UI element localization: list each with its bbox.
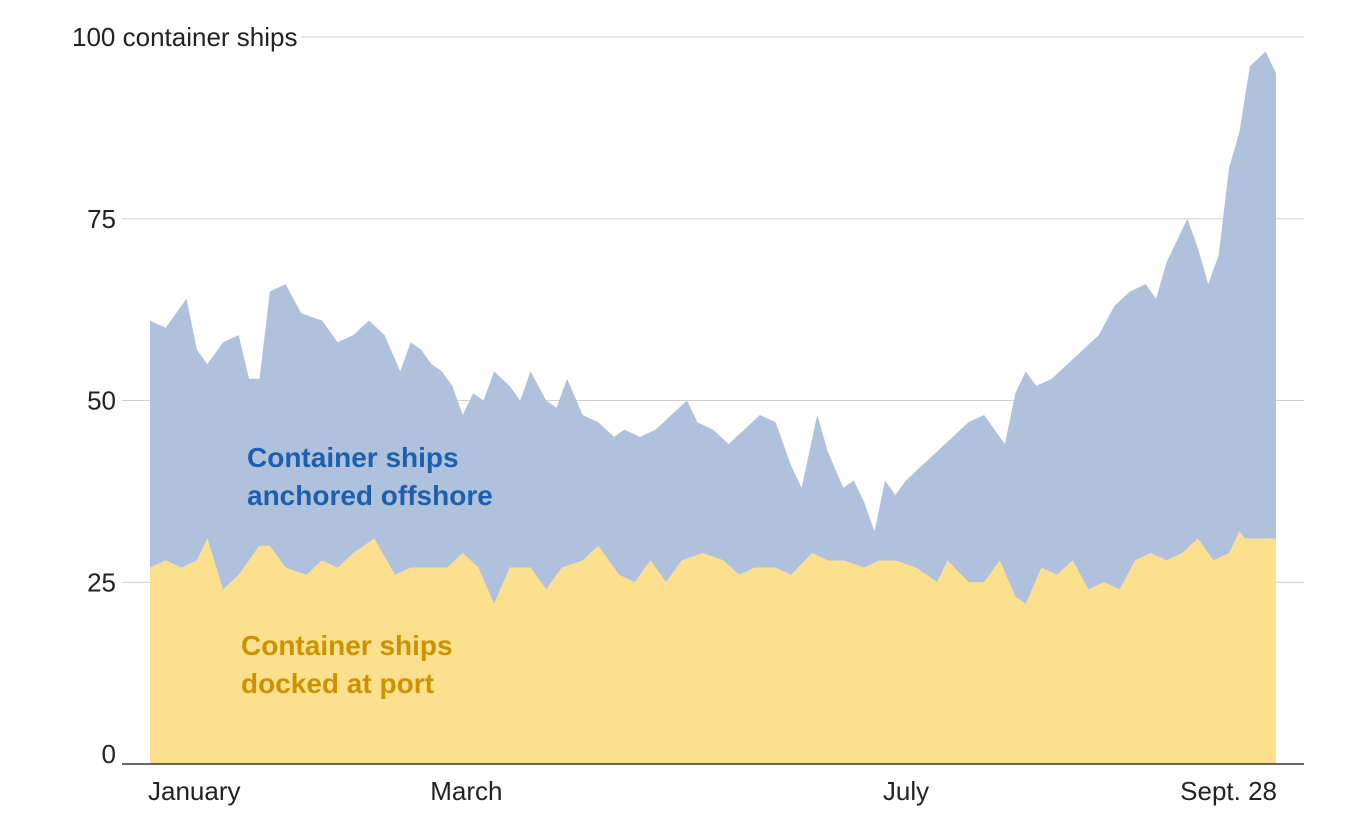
y-tick-label: 100 container ships [72, 22, 297, 52]
series-label-line: anchored offshore [247, 480, 493, 511]
y-tick-label: 25 [87, 567, 116, 597]
area-docked-at-port [150, 531, 1276, 764]
series-label-line: Container ships [247, 442, 459, 473]
x-tick-label: Sept. 28 [1180, 776, 1277, 806]
area-anchored-offshore [150, 51, 1276, 605]
area-series-group [150, 51, 1276, 764]
y-tick-label-backing [68, 20, 302, 54]
y-tick-label: 0 [102, 739, 116, 769]
series-label-line: Container ships [241, 630, 453, 661]
label-docked-at-port: Container ships docked at port [241, 630, 453, 699]
label-anchored-offshore: Container ships anchored offshore [247, 442, 493, 511]
series-label-line: docked at port [241, 668, 434, 699]
axes: 0 25 50 75 100 container ships January March Ju… [68, 20, 1304, 806]
x-tick-label: March [430, 776, 502, 806]
x-tick-label: January [148, 776, 241, 806]
y-tick-label: 50 [87, 386, 116, 416]
x-tick-label: July [883, 776, 929, 806]
y-tick-label: 75 [87, 204, 116, 234]
